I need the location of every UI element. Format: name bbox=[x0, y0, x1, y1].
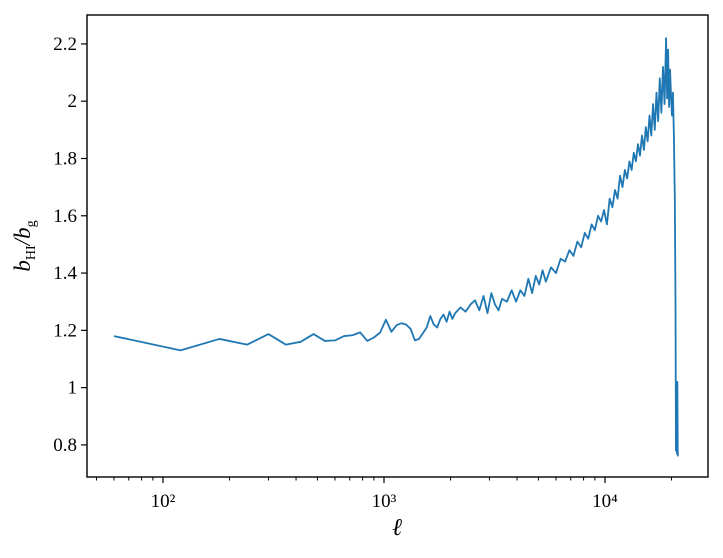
y-tick-label: 1 bbox=[68, 378, 78, 399]
x-tick-label: 10³ bbox=[372, 491, 397, 512]
y-label-part: b bbox=[10, 260, 35, 272]
y-tick-label: 1.2 bbox=[53, 320, 77, 341]
y-tick-label: 2.2 bbox=[53, 34, 77, 55]
x-tick-label: 10⁴ bbox=[592, 491, 618, 512]
y-tick-label: 1.8 bbox=[53, 148, 77, 169]
y-label-part: HI bbox=[24, 245, 39, 260]
plot-frame bbox=[86, 14, 709, 478]
y-tick-label: 0.8 bbox=[53, 435, 77, 456]
data-line bbox=[113, 37, 679, 457]
y-tick-label: 1.6 bbox=[53, 206, 77, 227]
y-tick-label: 2 bbox=[68, 91, 78, 112]
y-axis-label: bHI/bg bbox=[10, 220, 39, 271]
x-tick-label: 10² bbox=[151, 491, 176, 512]
y-tick-label: 1.4 bbox=[53, 263, 77, 284]
y-label-part: g bbox=[24, 220, 39, 227]
x-axis-label: ℓ bbox=[392, 515, 402, 541]
y-label-part: /b bbox=[10, 227, 35, 247]
